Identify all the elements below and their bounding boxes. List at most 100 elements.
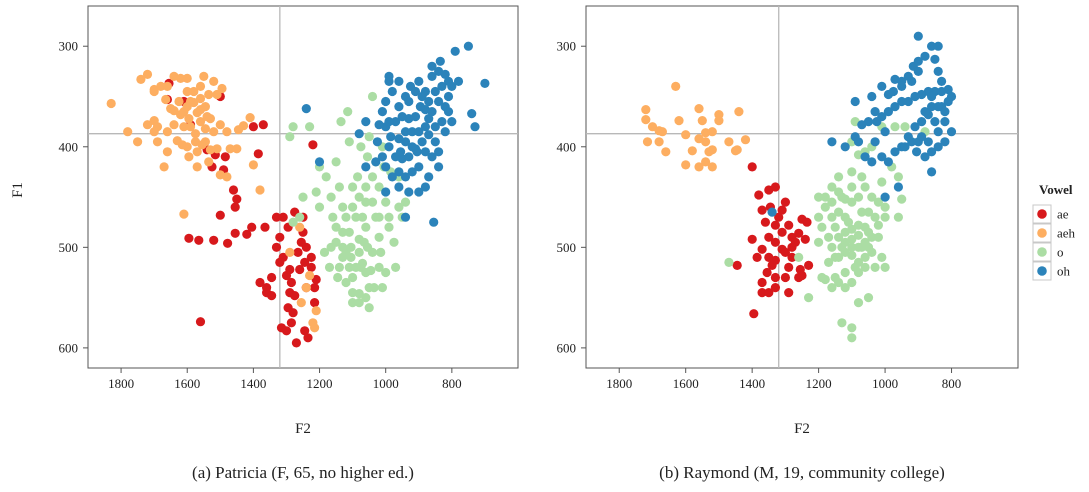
data-point-oh — [407, 142, 417, 152]
data-point-o — [394, 202, 404, 212]
data-point-o — [348, 202, 358, 212]
x-tick-label: 1000 — [872, 376, 898, 391]
data-point-ae — [732, 260, 742, 270]
data-point-ae — [800, 234, 810, 244]
data-point-o — [870, 212, 880, 222]
data-point-aeh — [161, 94, 171, 105]
data-point-o — [860, 252, 870, 262]
data-point-oh — [427, 107, 437, 117]
data-point-oh — [443, 107, 454, 117]
data-point-aeh — [136, 74, 146, 84]
data-point-aeh — [248, 160, 258, 170]
data-point-oh — [920, 107, 930, 117]
data-point-o — [384, 222, 394, 232]
data-point-aeh — [174, 96, 184, 107]
data-point-o — [376, 247, 386, 257]
data-point-ae — [194, 235, 204, 245]
data-point-oh — [396, 147, 406, 157]
data-point-oh — [415, 102, 425, 112]
data-point-o — [334, 262, 344, 272]
data-point-aeh — [740, 135, 751, 145]
data-point-aeh — [285, 247, 295, 257]
data-point-oh — [361, 117, 371, 127]
data-point-ae — [303, 333, 313, 343]
data-point-aeh — [192, 162, 202, 172]
data-point-oh — [443, 91, 454, 102]
data-point-oh — [414, 187, 424, 197]
data-point-ae — [209, 235, 219, 245]
data-point-o — [298, 192, 308, 202]
data-point-oh — [767, 207, 777, 217]
data-point-o — [834, 207, 844, 217]
data-point-aeh — [694, 162, 704, 172]
data-point-oh — [880, 192, 890, 202]
data-point-o — [326, 192, 336, 202]
y-tick-label: 600 — [557, 340, 577, 355]
y-tick-label: 500 — [557, 240, 577, 255]
data-point-aeh — [169, 120, 179, 130]
data-point-ae — [306, 262, 316, 272]
data-point-o — [356, 142, 366, 152]
data-point-o — [840, 283, 850, 293]
data-point-ae — [242, 229, 252, 239]
data-point-o — [400, 197, 411, 207]
data-point-ae — [296, 237, 306, 247]
data-point-oh — [440, 69, 450, 79]
data-point-aeh — [169, 71, 179, 81]
data-point-ae — [290, 291, 300, 301]
y-tick-label: 500 — [59, 240, 79, 255]
data-point-oh — [429, 217, 439, 227]
data-point-oh — [912, 147, 922, 157]
data-point-aeh — [195, 81, 206, 91]
data-point-ae — [760, 217, 771, 227]
data-point-o — [288, 217, 298, 227]
data-point-ae — [288, 308, 298, 318]
data-point-o — [361, 182, 371, 192]
data-point-oh — [407, 167, 417, 177]
data-point-o — [348, 182, 358, 192]
data-point-o — [311, 187, 321, 197]
x-tick-label: 1800 — [606, 376, 632, 391]
data-point-o — [880, 212, 890, 222]
data-point-oh — [374, 120, 384, 130]
data-point-ae — [777, 227, 787, 237]
data-point-o — [348, 288, 358, 298]
data-point-ae — [774, 212, 784, 222]
data-point-oh — [910, 122, 920, 132]
data-point-ae — [278, 212, 288, 222]
data-point-aeh — [724, 137, 734, 147]
data-point-oh — [394, 134, 404, 144]
data-point-aeh — [674, 116, 684, 126]
data-point-o — [880, 202, 890, 212]
data-point-ae — [802, 217, 812, 227]
legend-label-ae: ae — [1057, 207, 1069, 222]
data-point-o — [837, 242, 847, 252]
data-point-o — [873, 197, 884, 207]
data-point-o — [348, 272, 358, 283]
data-point-ae — [248, 122, 258, 132]
legend-key-oh — [1037, 266, 1047, 276]
data-point-o — [321, 172, 331, 182]
data-point-ae — [770, 182, 781, 192]
x-tick-label: 1400 — [240, 376, 266, 391]
data-point-o — [364, 303, 374, 313]
data-point-aeh — [694, 104, 704, 114]
legend-label-aeh: aeh — [1057, 226, 1076, 241]
data-point-aeh — [681, 130, 691, 140]
data-point-o — [374, 262, 384, 272]
data-point-o — [834, 172, 844, 182]
data-point-aeh — [106, 98, 116, 109]
data-point-oh — [877, 152, 887, 162]
data-point-ae — [220, 152, 230, 162]
x-tick-label: 1200 — [806, 376, 832, 391]
data-point-oh — [883, 157, 894, 167]
data-point-oh — [430, 86, 440, 97]
data-point-o — [331, 157, 341, 167]
data-point-ae — [770, 237, 781, 247]
data-point-o — [344, 137, 354, 147]
data-point-oh — [470, 122, 480, 132]
data-point-ae — [804, 260, 814, 270]
data-point-aeh — [185, 122, 196, 132]
data-point-o — [381, 267, 391, 278]
data-point-o — [867, 247, 877, 257]
